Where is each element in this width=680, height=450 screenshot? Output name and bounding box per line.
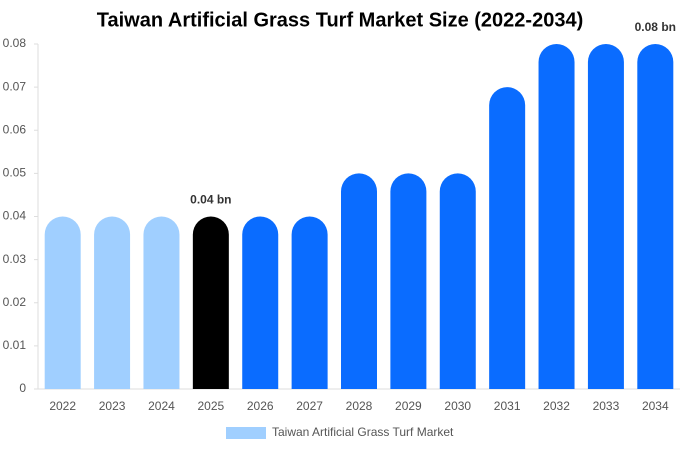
- data-label: 0.08 bn: [635, 20, 676, 34]
- y-tick-label: 0.06: [3, 122, 27, 136]
- y-tick-label: 0.04: [3, 209, 27, 223]
- y-tick-label: 0.08: [3, 36, 27, 50]
- x-tick-label: 2024: [148, 399, 175, 413]
- bar: [94, 216, 131, 389]
- bar: [44, 216, 81, 389]
- y-tick-label: 0: [19, 381, 26, 395]
- bar: [439, 173, 476, 389]
- x-tick-label: 2031: [494, 399, 521, 413]
- x-tick-label: 2032: [543, 399, 570, 413]
- x-tick-label: 2026: [247, 399, 274, 413]
- y-tick-label: 0.01: [3, 338, 27, 352]
- bar: [143, 216, 180, 389]
- bar: [390, 173, 427, 389]
- x-tick-label: 2027: [296, 399, 323, 413]
- data-label: 0.04 bn: [190, 193, 231, 207]
- bar: [242, 216, 279, 389]
- x-tick-label: 2033: [593, 399, 620, 413]
- y-tick-label: 0.05: [3, 166, 27, 180]
- bar: [192, 216, 229, 389]
- x-tick-label: 2028: [346, 399, 373, 413]
- x-tick-label: 2025: [197, 399, 224, 413]
- y-tick-label: 0.03: [3, 252, 27, 266]
- x-tick-label: 2022: [49, 399, 76, 413]
- bar: [489, 87, 526, 389]
- bar: [538, 44, 575, 389]
- legend-swatch: [226, 427, 266, 439]
- x-tick-label: 2034: [642, 399, 669, 413]
- y-tick-label: 0.07: [3, 79, 27, 93]
- x-tick-label: 2023: [99, 399, 126, 413]
- bar: [587, 44, 624, 389]
- bar: [341, 173, 377, 389]
- x-tick-label: 2029: [395, 399, 422, 413]
- legend-label: Taiwan Artificial Grass Turf Market: [272, 425, 454, 439]
- y-tick-label: 0.02: [3, 295, 27, 309]
- x-tick-label: 2030: [444, 399, 471, 413]
- bar: [637, 44, 674, 389]
- bar: [291, 216, 328, 389]
- chart-title: Taiwan Artificial Grass Turf Market Size…: [97, 9, 583, 31]
